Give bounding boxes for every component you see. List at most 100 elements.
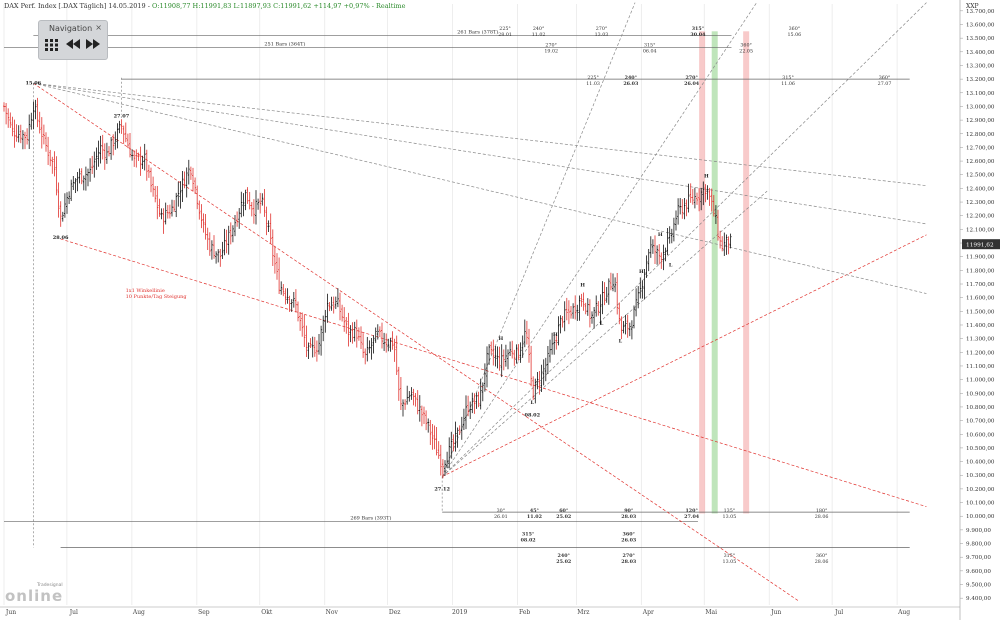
- swing-label: 28.06: [53, 235, 69, 241]
- y-tick-label: 12.800,00: [966, 132, 995, 138]
- swing-label: 27.07: [114, 113, 130, 119]
- y-tick-label: 12.400,00: [966, 186, 995, 192]
- gann-label: 270°: [596, 26, 608, 32]
- gann-label: 135°: [724, 508, 736, 514]
- last-price-label: 11991,62: [966, 242, 994, 248]
- swing-label: H: [580, 283, 585, 289]
- structure-lines: 261 Bars (378T) 251 Bars (364T) 269 Bars (…: [4, 28, 910, 548]
- y-tick-label: 9.500,00: [966, 583, 991, 589]
- bar-count-label: 251 Bars (364T): [264, 41, 305, 48]
- currency-label: XXP: [966, 3, 979, 10]
- gann-label: 26.03: [623, 81, 639, 87]
- logo-word: online: [5, 587, 64, 605]
- x-tick-label: Mai: [705, 609, 717, 616]
- annotation-labels: 15.0627.0728.0627.12L08.02HHHLLHHLH225°2…: [26, 26, 892, 565]
- y-tick-label: 11.700,00: [966, 282, 995, 288]
- gann-label: 13.05: [723, 559, 737, 565]
- y-tick-label: 11.800,00: [966, 268, 995, 274]
- y-tick-label: 10.000,00: [966, 514, 995, 520]
- y-tick-label: 13.200,00: [966, 77, 995, 83]
- fast-forward-icon[interactable]: [85, 39, 101, 53]
- gann-label: 28.01: [498, 32, 512, 38]
- y-tick-label: 13.600,00: [966, 22, 995, 28]
- time-band: [699, 31, 706, 514]
- gann-label: 28.03: [621, 514, 637, 520]
- gann-label: 315°: [692, 26, 704, 32]
- y-tick-label: 13.100,00: [966, 91, 995, 97]
- close-icon[interactable]: ×: [95, 23, 102, 32]
- time-band: [711, 31, 718, 514]
- gann-label: 26.04: [684, 81, 700, 87]
- y-tick-label: 10.900,00: [966, 391, 995, 397]
- trend-line: [33, 82, 927, 294]
- swing-label: H: [639, 269, 644, 275]
- y-tick-label: 12.300,00: [966, 200, 995, 206]
- gann-label: 11.06: [781, 81, 795, 87]
- last-price-tag: [962, 239, 1000, 250]
- gann-label: 27.07: [878, 81, 892, 87]
- trend-line: [33, 82, 927, 225]
- x-tick-label: Jul: [834, 609, 843, 616]
- swing-label: L: [669, 262, 673, 268]
- navigation-panel: Navigation ×: [38, 20, 108, 60]
- rewind-icon[interactable]: [65, 39, 81, 53]
- x-tick-label: Jun: [770, 609, 781, 616]
- gann-label: 315°: [782, 75, 794, 81]
- trend-line: [441, 2, 636, 477]
- x-tick-label: Dez: [389, 609, 401, 616]
- y-tick-label: 11.900,00: [966, 255, 995, 261]
- price-axis: 9.400,00 9.500,00 9.600,00 9.700,00 9.800,00…: [959, 0, 1000, 620]
- gann-label: 11.02: [532, 32, 546, 38]
- y-tick-label: 12.900,00: [966, 118, 995, 124]
- gann-label: 360°: [879, 75, 891, 81]
- gann-label: 13.03: [595, 32, 609, 38]
- gann-label: 180°: [816, 508, 828, 514]
- grid-icon[interactable]: [44, 39, 60, 53]
- gann-label: 25.02: [556, 514, 571, 520]
- gann-label: 315°: [522, 531, 534, 537]
- time-bands: [699, 31, 750, 514]
- y-tick-label: 13.500,00: [966, 36, 995, 42]
- swing-label: 08.02: [524, 413, 540, 419]
- trend-lines: [33, 2, 927, 602]
- gann-label: 22.05: [739, 48, 753, 54]
- y-tick-label: 13.400,00: [966, 50, 995, 56]
- swing-label: L: [531, 400, 535, 406]
- gann-label: 360°: [623, 531, 635, 537]
- instrument-title: DAX Perf. Index [.DAX Täglich] 14.05.201…: [4, 2, 152, 10]
- y-tick-label: 10.300,00: [966, 473, 995, 479]
- swing-label: L: [600, 321, 604, 327]
- gann-label: 360°: [740, 42, 752, 48]
- swing-label: H: [499, 336, 504, 342]
- gann-label: 360°: [816, 553, 828, 559]
- gann-label: 225°: [499, 26, 511, 32]
- time-band: [743, 31, 750, 514]
- winkel-label: 1x1 Winkellinie: [126, 288, 165, 294]
- gann-label: 90°: [624, 508, 633, 514]
- winkel-label: 10 Punkte/Tag Steigung: [126, 294, 188, 300]
- gann-label: 11.03: [586, 81, 600, 87]
- gann-label: 08.02: [521, 537, 536, 543]
- time-axis: Jun Jul Aug Sep Okt Nov Dez 2019 Feb Mrz Apr Mai Jun…: [0, 606, 960, 616]
- logo-tag: Tradesignal: [37, 583, 63, 588]
- gann-label: 240°: [533, 26, 545, 32]
- trend-line: [441, 190, 768, 477]
- x-tick-label: Feb: [519, 609, 530, 616]
- gann-label: 360°: [789, 26, 801, 32]
- gann-label: 26.01: [494, 514, 508, 520]
- gann-label: 240°: [558, 553, 570, 559]
- y-tick-label: 13.000,00: [966, 104, 995, 110]
- gann-label: 19.02: [544, 48, 558, 54]
- y-tick-label: 10.100,00: [966, 501, 995, 507]
- chart-header: DAX Perf. Index [.DAX Täglich] 14.05.201…: [4, 2, 405, 10]
- tradesignal-logo: Tradesignal online: [5, 583, 71, 605]
- trend-line: [33, 82, 927, 187]
- y-tick-label: 11.600,00: [966, 296, 995, 302]
- y-tick-label: 9.700,00: [966, 555, 991, 561]
- y-tick-label: 12.200,00: [966, 214, 995, 220]
- gann-label: 270°: [623, 553, 635, 559]
- x-tick-label: Jun: [5, 609, 16, 616]
- trend-line: [441, 2, 927, 477]
- gann-label: 13.05: [723, 514, 737, 520]
